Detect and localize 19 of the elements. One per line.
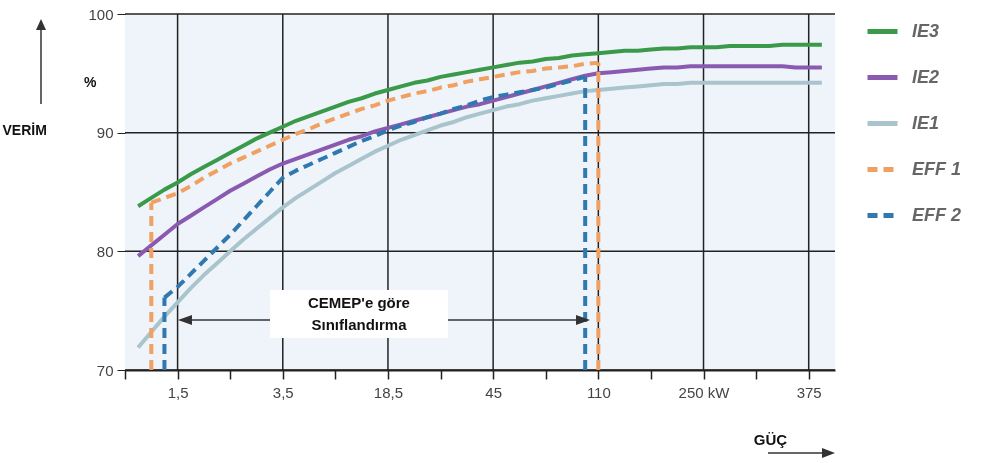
y-tick-label: 100 xyxy=(88,5,114,23)
x-tick-label: 3,5 xyxy=(272,383,294,401)
x-tick-label: 110 xyxy=(586,383,611,401)
x-tick-label: 250 kW xyxy=(678,383,731,401)
text: % xyxy=(84,74,97,90)
y-axis-title: VERİM xyxy=(2,121,47,138)
legend-label: IE2 xyxy=(912,66,940,87)
legend-label: EFF 2 xyxy=(912,204,962,225)
x-tick-label: 375 xyxy=(796,383,822,401)
y-tick-label: 90 xyxy=(96,124,114,142)
y-tick-label: 70 xyxy=(96,361,114,379)
y-tick-label: 80 xyxy=(96,242,114,260)
legend-label: IE3 xyxy=(912,20,940,41)
legend-label: EFF 1 xyxy=(912,158,962,179)
x-axis-title: GÜÇ xyxy=(753,430,788,448)
x-tick-label: 18,5 xyxy=(373,383,404,401)
x-tick-label: 45 xyxy=(485,383,502,401)
legend-label: IE1 xyxy=(912,112,940,133)
x-tick-label: 1,5 xyxy=(167,383,189,401)
